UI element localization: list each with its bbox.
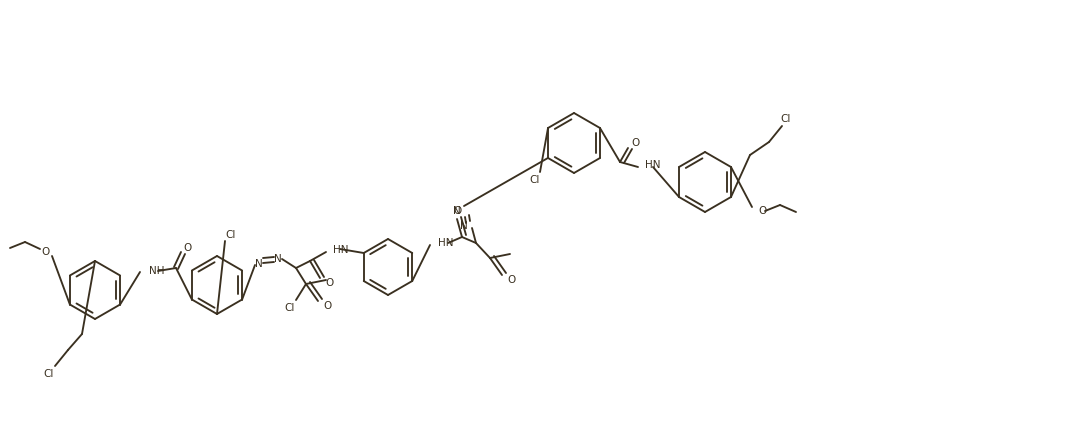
Text: Cl: Cl [226, 230, 236, 240]
Text: Cl: Cl [285, 303, 296, 313]
Text: HN: HN [438, 238, 453, 248]
Text: O: O [454, 206, 462, 216]
Text: NH: NH [149, 266, 164, 276]
Text: O: O [183, 243, 192, 253]
Text: Cl: Cl [44, 369, 54, 379]
Text: HN: HN [333, 245, 349, 255]
Text: O: O [326, 278, 334, 288]
Text: N: N [274, 254, 282, 264]
Text: HN: HN [645, 160, 660, 170]
Text: O: O [324, 301, 332, 311]
Text: N: N [255, 259, 263, 269]
Text: O: O [42, 247, 50, 257]
Text: Cl: Cl [781, 114, 791, 124]
Text: N: N [461, 221, 468, 231]
Text: O: O [508, 275, 516, 285]
Text: N: N [453, 206, 461, 216]
Text: O: O [759, 206, 766, 216]
Text: Cl: Cl [530, 175, 541, 185]
Text: O: O [632, 138, 640, 148]
